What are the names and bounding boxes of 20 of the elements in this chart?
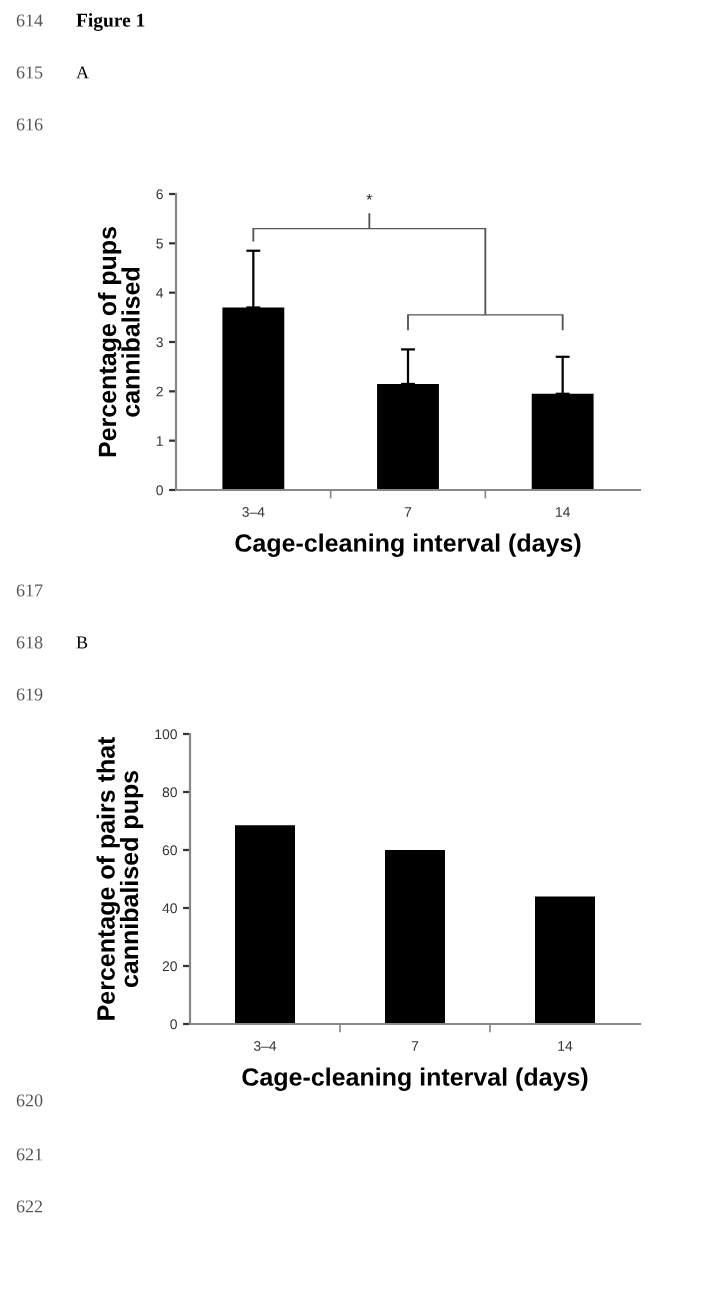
caption: Figure 1 (76, 13, 145, 31)
annotation: * (366, 193, 373, 200)
x-axis-title: Cage-cleaning interval (days) (242, 1067, 588, 1091)
y-axis-title: Percentage of pups cannibalised (97, 227, 140, 457)
text: 617 (16, 584, 43, 597)
x-axis-title: Cage-cleaning interval (days) (235, 533, 581, 557)
text: 621 (16, 1148, 42, 1161)
text: 615 (16, 66, 43, 79)
text: B (76, 636, 88, 649)
y-axis-title: Percentage of pairs that cannibalised pups (96, 736, 144, 1020)
bar (235, 825, 295, 1024)
text: 616 (16, 118, 43, 131)
bar (535, 896, 595, 1024)
text: 618 (16, 636, 43, 649)
text: 622 (16, 1200, 43, 1213)
text: 620 (16, 1094, 43, 1107)
text: A (76, 66, 89, 79)
text: 619 (16, 688, 43, 701)
text: 614 (16, 14, 43, 27)
bar (385, 850, 445, 1024)
